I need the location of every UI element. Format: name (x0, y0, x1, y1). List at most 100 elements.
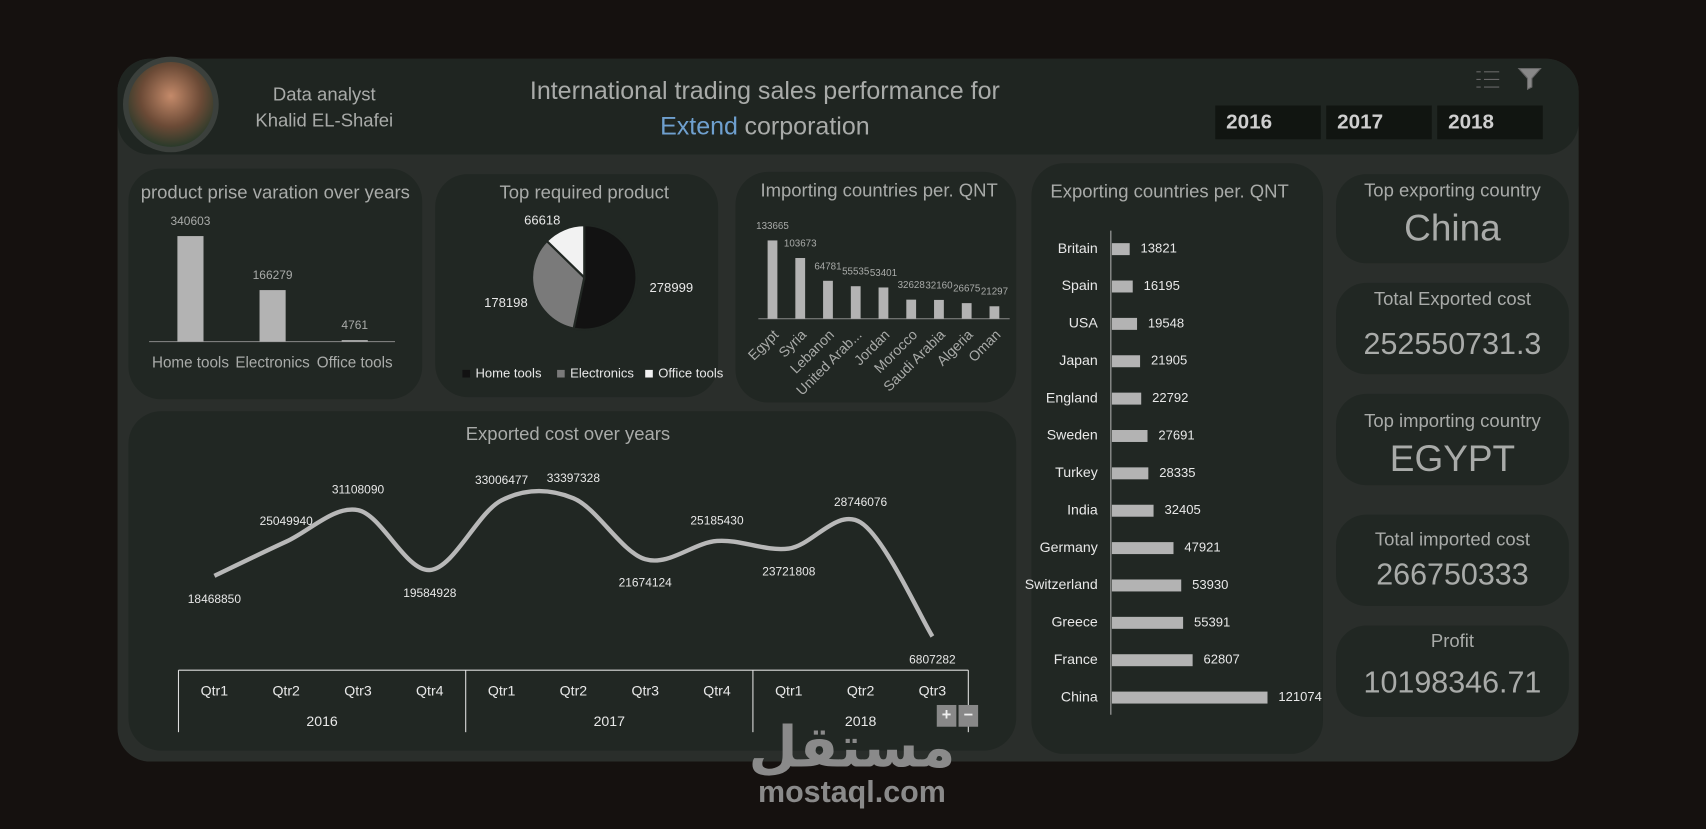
bar (1111, 542, 1174, 555)
kpi-card (1336, 625, 1569, 717)
bar (259, 290, 286, 342)
year-label[interactable]: 2018 (1448, 110, 1494, 133)
bar (1111, 317, 1138, 330)
x-tick-label: Qtr4 (703, 683, 731, 699)
x-tick-label: Qtr1 (775, 683, 803, 699)
bar (767, 240, 778, 319)
bar (1111, 579, 1182, 592)
value-label: 21297 (981, 287, 1008, 298)
value-label: 26675 (953, 284, 981, 295)
bar (1111, 243, 1130, 256)
bar (1111, 280, 1133, 293)
kpi-card (1336, 393, 1569, 486)
year-label[interactable]: 2016 (1226, 110, 1272, 133)
x-tick-label: Qtr1 (201, 683, 229, 699)
bar (961, 303, 972, 319)
title: International trading sales performance … (530, 77, 1000, 105)
group-label: 2018 (845, 713, 877, 729)
value-label: 27691 (1158, 427, 1194, 442)
value-label: 25185430 (690, 514, 744, 528)
legend-swatch (645, 369, 653, 378)
title-highlight: Extend (660, 112, 738, 140)
value-label: 6807282 (909, 653, 956, 667)
value-label: 19584928 (403, 586, 457, 600)
value-label: 47921 (1184, 540, 1220, 555)
zoom-button[interactable] (936, 704, 957, 727)
kpi-value: 10198346.71 (1364, 665, 1542, 699)
value-label: 16195 (1144, 278, 1180, 293)
kpi-label: Profit (1431, 630, 1474, 651)
value-label: 13821 (1141, 241, 1177, 256)
value-label: 133665 (756, 221, 789, 232)
zoom-label[interactable]: − (964, 706, 974, 724)
line-series (213, 488, 935, 638)
legend-swatch (557, 369, 565, 378)
y-tick-label: Sweden (1047, 427, 1098, 443)
kpi-value: China (1404, 207, 1501, 248)
x-tick-label: Qtr2 (847, 683, 875, 699)
avatar (128, 62, 214, 147)
chart-title: product prise varation over years (141, 182, 410, 203)
value-label: 32160 (925, 280, 953, 291)
filter-icons[interactable] (1476, 67, 1542, 91)
y-tick-label: USA (1069, 315, 1099, 331)
bar (341, 340, 368, 342)
chart-title: Exported cost over years (466, 423, 670, 444)
year-button[interactable] (1215, 105, 1321, 140)
bar (1111, 691, 1268, 704)
legend-label: Electronics (570, 366, 634, 381)
value-label: 21905 (1151, 353, 1187, 368)
legend-label: Home tools (475, 366, 541, 381)
y-tick-label: Japan (1059, 352, 1098, 368)
value-label: 53401 (870, 268, 897, 279)
value-label: 25049940 (260, 514, 314, 528)
group-label: 2016 (306, 713, 338, 729)
watermark-arabic: مستقل (748, 714, 955, 780)
zoom-button[interactable] (958, 704, 979, 727)
x-tick-label: Qtr2 (272, 683, 300, 699)
value-label: 19548 (1148, 315, 1184, 330)
y-tick-label: Spain (1062, 277, 1098, 293)
value-label: 4761 (341, 318, 368, 332)
year-button[interactable] (1437, 105, 1543, 140)
header-bar (117, 58, 1579, 155)
bar (989, 306, 1000, 319)
bar (823, 280, 833, 319)
kpi-value: 252550731.3 (1364, 327, 1542, 361)
value-label: 18468850 (188, 592, 242, 606)
y-tick-label: China (1061, 688, 1098, 704)
chart-title: Top required product (500, 182, 670, 203)
chart-title: Exporting countries per. QNT (1050, 180, 1288, 201)
value-label: 64781 (814, 261, 841, 272)
zoom-label[interactable]: + (942, 706, 952, 724)
title-line-2: Extend corporation (660, 112, 870, 140)
bar (1111, 355, 1141, 368)
value-label: 28335 (1159, 465, 1195, 480)
kpi-card (1336, 514, 1569, 606)
value-label: 278999 (650, 280, 694, 295)
y-tick-label: Switzerland (1025, 576, 1098, 592)
value-label: 31108090 (332, 483, 385, 497)
bar (850, 286, 861, 319)
chart-title: Importing countries per. QNT (760, 179, 997, 200)
x-tick-label: Qtr3 (344, 683, 372, 699)
bar (795, 258, 806, 319)
year-button[interactable] (1326, 105, 1432, 140)
kpi-card (1336, 282, 1569, 375)
legend-swatch (462, 369, 471, 378)
value-label: 121074 (1278, 689, 1322, 704)
x-tick-label: Home tools (152, 354, 229, 371)
kpi-card (1336, 174, 1569, 264)
year-label[interactable]: 2017 (1337, 110, 1383, 133)
x-tick-label: Qtr3 (919, 683, 947, 699)
value-label: 62807 (1204, 652, 1240, 667)
value-label: 178198 (484, 295, 528, 310)
bar (1111, 430, 1148, 442)
x-tick-label: Qtr4 (416, 683, 444, 699)
y-tick-label: Germany (1040, 539, 1099, 555)
kpi-label: Top exporting country (1364, 179, 1541, 200)
value-label: 22792 (1152, 390, 1188, 405)
bar (878, 287, 889, 319)
